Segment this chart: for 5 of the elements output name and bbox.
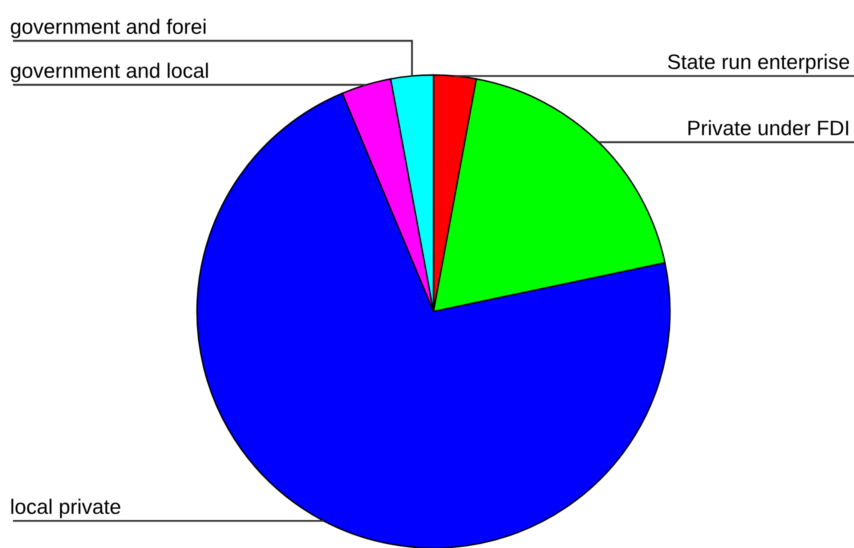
slice-label: government and local <box>10 62 208 82</box>
slice-label: government and forei <box>10 18 206 38</box>
slice-label: local private <box>11 498 120 518</box>
slice-label: Private under FDI <box>688 120 848 136</box>
slice-label: State run enterprise <box>668 54 850 74</box>
